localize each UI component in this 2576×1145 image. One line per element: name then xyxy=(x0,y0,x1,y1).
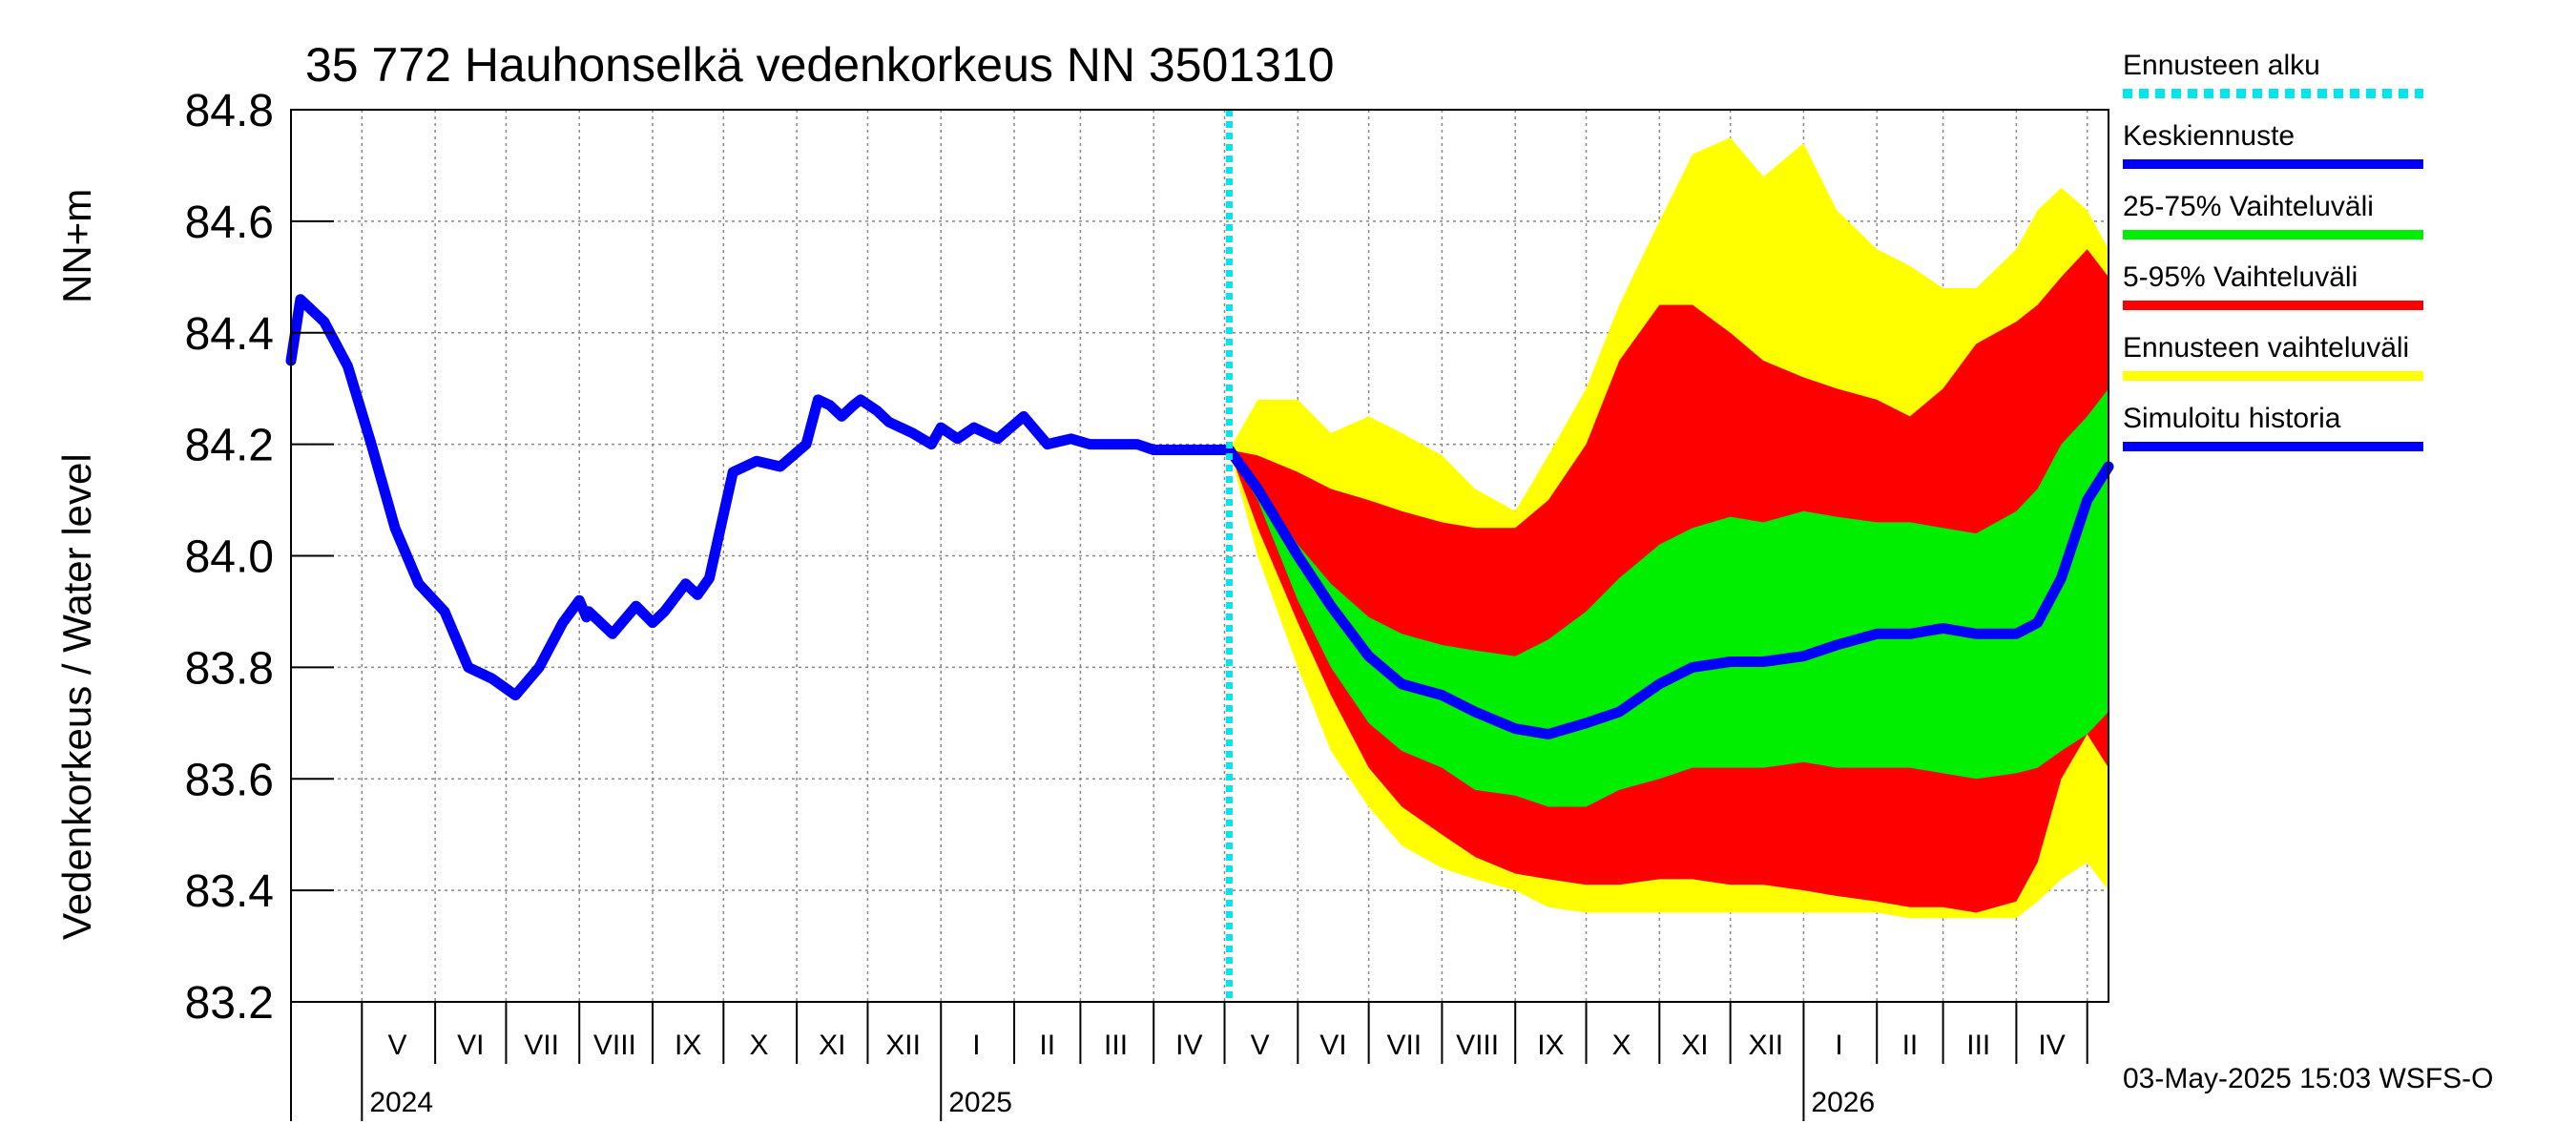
y-axis-unit-label: NN+m xyxy=(54,189,99,303)
legend-label: 25-75% Vaihteluväli xyxy=(2123,191,2374,222)
y-tick-label: 84.2 xyxy=(185,421,274,471)
y-axis-label: Vedenkorkeus / Water level xyxy=(54,453,99,940)
month-label: XI xyxy=(819,1030,845,1061)
y-tick-label: 83.4 xyxy=(185,866,274,917)
month-label: II xyxy=(1902,1030,1919,1061)
y-tick-label: 84.4 xyxy=(185,309,274,360)
month-label: X xyxy=(749,1030,768,1061)
axes: 83.283.483.683.884.084.284.484.684.8V VI V… xyxy=(185,86,2109,1121)
forecast-bands xyxy=(1229,137,2109,919)
month-label: VI xyxy=(457,1030,484,1061)
legend-label: Ennusteen alku xyxy=(2123,50,2320,81)
month-label: IV xyxy=(2038,1030,2065,1061)
month-label: XII xyxy=(885,1030,921,1061)
plot-frame xyxy=(290,109,2109,1003)
month-label: VII xyxy=(1386,1030,1422,1061)
month-label: VII xyxy=(524,1030,559,1061)
month-label: XII xyxy=(1748,1030,1783,1061)
month-label: II xyxy=(1039,1030,1055,1061)
month-label: VIII xyxy=(1456,1030,1499,1061)
legend: Ennusteen alku Keskiennuste 25-75% Vaihtel… xyxy=(2123,50,2423,451)
y-tick-label: 83.8 xyxy=(185,643,274,694)
year-label: 2024 xyxy=(369,1087,433,1118)
month-label: X xyxy=(1612,1030,1631,1061)
month-label: III xyxy=(1104,1030,1128,1061)
y-tick-label: 83.2 xyxy=(185,978,274,1029)
month-label: V xyxy=(1251,1030,1270,1061)
month-label: III xyxy=(1966,1030,1990,1061)
legend-label: Ennusteen vaihteluväli xyxy=(2123,332,2409,364)
month-label: IV xyxy=(1175,1030,1202,1061)
month-label: I xyxy=(1835,1030,1842,1061)
footer-timestamp: 03-May-2025 15:03 WSFS-O xyxy=(2123,1063,2494,1094)
median-forecast-line xyxy=(1224,445,2114,739)
month-label: IX xyxy=(675,1030,701,1061)
legend-label: 5-95% Vaihteluväli xyxy=(2123,261,2358,293)
month-label: XI xyxy=(1681,1030,1708,1061)
month-label: I xyxy=(972,1030,980,1061)
month-label: VIII xyxy=(593,1030,636,1061)
year-label: 2026 xyxy=(1811,1087,1875,1118)
chart-title: 35 772 Hauhonselkä vedenkorkeus NN 35013… xyxy=(305,38,1335,92)
month-label: IX xyxy=(1537,1030,1564,1061)
y-tick-label: 84.0 xyxy=(185,532,274,583)
history-line xyxy=(285,294,1235,701)
month-label: VI xyxy=(1319,1030,1346,1061)
legend-label: Keskiennuste xyxy=(2123,120,2295,152)
month-label: V xyxy=(387,1030,406,1061)
series-lines xyxy=(285,110,2114,1002)
y-tick-label: 84.6 xyxy=(185,198,274,248)
year-label: 2025 xyxy=(948,1087,1012,1118)
legend-label: Simuloitu historia xyxy=(2123,403,2341,434)
y-tick-label: 83.6 xyxy=(185,755,274,805)
y-tick-label: 84.8 xyxy=(185,86,274,136)
